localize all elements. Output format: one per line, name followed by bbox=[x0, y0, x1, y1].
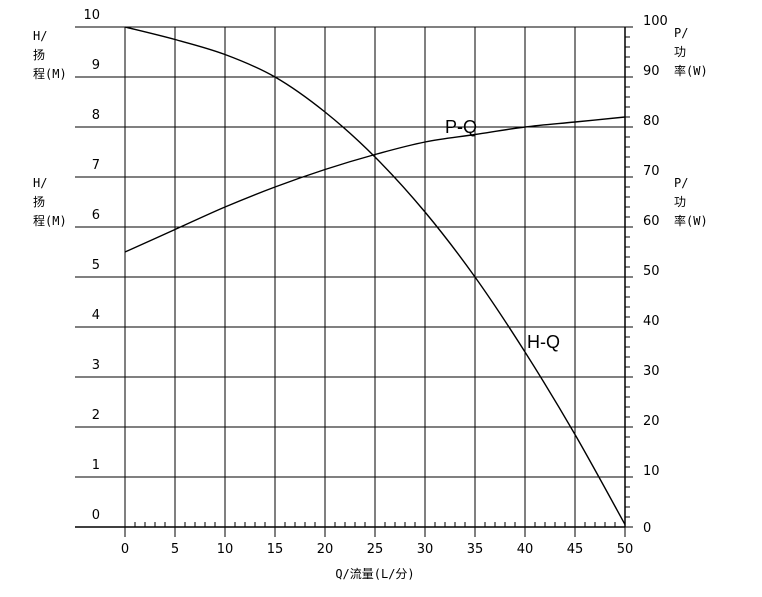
right-tick-label: 0 bbox=[643, 521, 651, 536]
right-tick-label: 40 bbox=[643, 314, 660, 329]
right-axis-label: 率(W) bbox=[674, 63, 708, 78]
left-tick-label: 10 bbox=[83, 8, 100, 23]
right-axis-label: P/ bbox=[674, 176, 688, 190]
left-tick-label: 2 bbox=[92, 408, 100, 423]
left-tick-label: 0 bbox=[92, 508, 100, 523]
series-label-p-q: P-Q bbox=[445, 117, 477, 137]
left-axis-label: 扬 bbox=[33, 194, 45, 209]
series-curve-h-q bbox=[124, 26, 626, 525]
right-tick-label: 100 bbox=[643, 14, 668, 29]
left-tick-label: 7 bbox=[92, 158, 100, 173]
x-tick-label: 30 bbox=[417, 542, 434, 557]
x-tick-label: 10 bbox=[217, 542, 234, 557]
right-axis-label: 功 bbox=[674, 45, 686, 59]
series-label-h-q: H-Q bbox=[527, 332, 560, 352]
x-tick-label: 35 bbox=[467, 542, 484, 557]
series-curve-p-q bbox=[124, 116, 626, 253]
left-tick-label: 6 bbox=[92, 208, 100, 223]
left-tick-label: 4 bbox=[92, 308, 100, 323]
x-tick-label: 45 bbox=[567, 542, 584, 557]
left-axis-label: 扬 bbox=[33, 47, 45, 62]
left-tick-label: 9 bbox=[92, 58, 100, 73]
left-tick-label: 1 bbox=[92, 458, 100, 473]
x-tick-label: 40 bbox=[517, 542, 534, 557]
x-tick-label: 5 bbox=[171, 542, 179, 557]
right-axis-label: 功 bbox=[674, 195, 686, 209]
left-tick-label: 5 bbox=[92, 258, 100, 273]
right-tick-label: 90 bbox=[643, 64, 660, 79]
right-tick-label: 80 bbox=[643, 114, 660, 129]
right-tick-label: 50 bbox=[643, 264, 660, 279]
left-axis-label: H/ bbox=[33, 29, 47, 43]
right-tick-label: 60 bbox=[643, 214, 660, 229]
left-tick-label: 3 bbox=[92, 358, 100, 373]
right-axis-label: 率(W) bbox=[674, 213, 708, 228]
x-tick-label: 20 bbox=[317, 542, 334, 557]
x-tick-label: 50 bbox=[617, 542, 634, 557]
x-tick-label: 15 bbox=[267, 542, 284, 557]
x-axis-label: Q/流量(L/分) bbox=[335, 567, 414, 581]
right-tick-label: 20 bbox=[643, 414, 660, 429]
right-axis-label: P/ bbox=[674, 26, 688, 40]
left-tick-label: 8 bbox=[92, 108, 100, 123]
right-tick-label: 10 bbox=[643, 464, 660, 479]
x-tick-label: 0 bbox=[121, 542, 129, 557]
x-tick-label: 25 bbox=[367, 542, 384, 557]
left-axis-label: 程(M) bbox=[33, 66, 67, 81]
left-axis-label: 程(M) bbox=[33, 213, 67, 228]
right-tick-label: 30 bbox=[643, 364, 660, 379]
left-axis-label: H/ bbox=[33, 176, 47, 190]
right-tick-label: 70 bbox=[643, 164, 660, 179]
